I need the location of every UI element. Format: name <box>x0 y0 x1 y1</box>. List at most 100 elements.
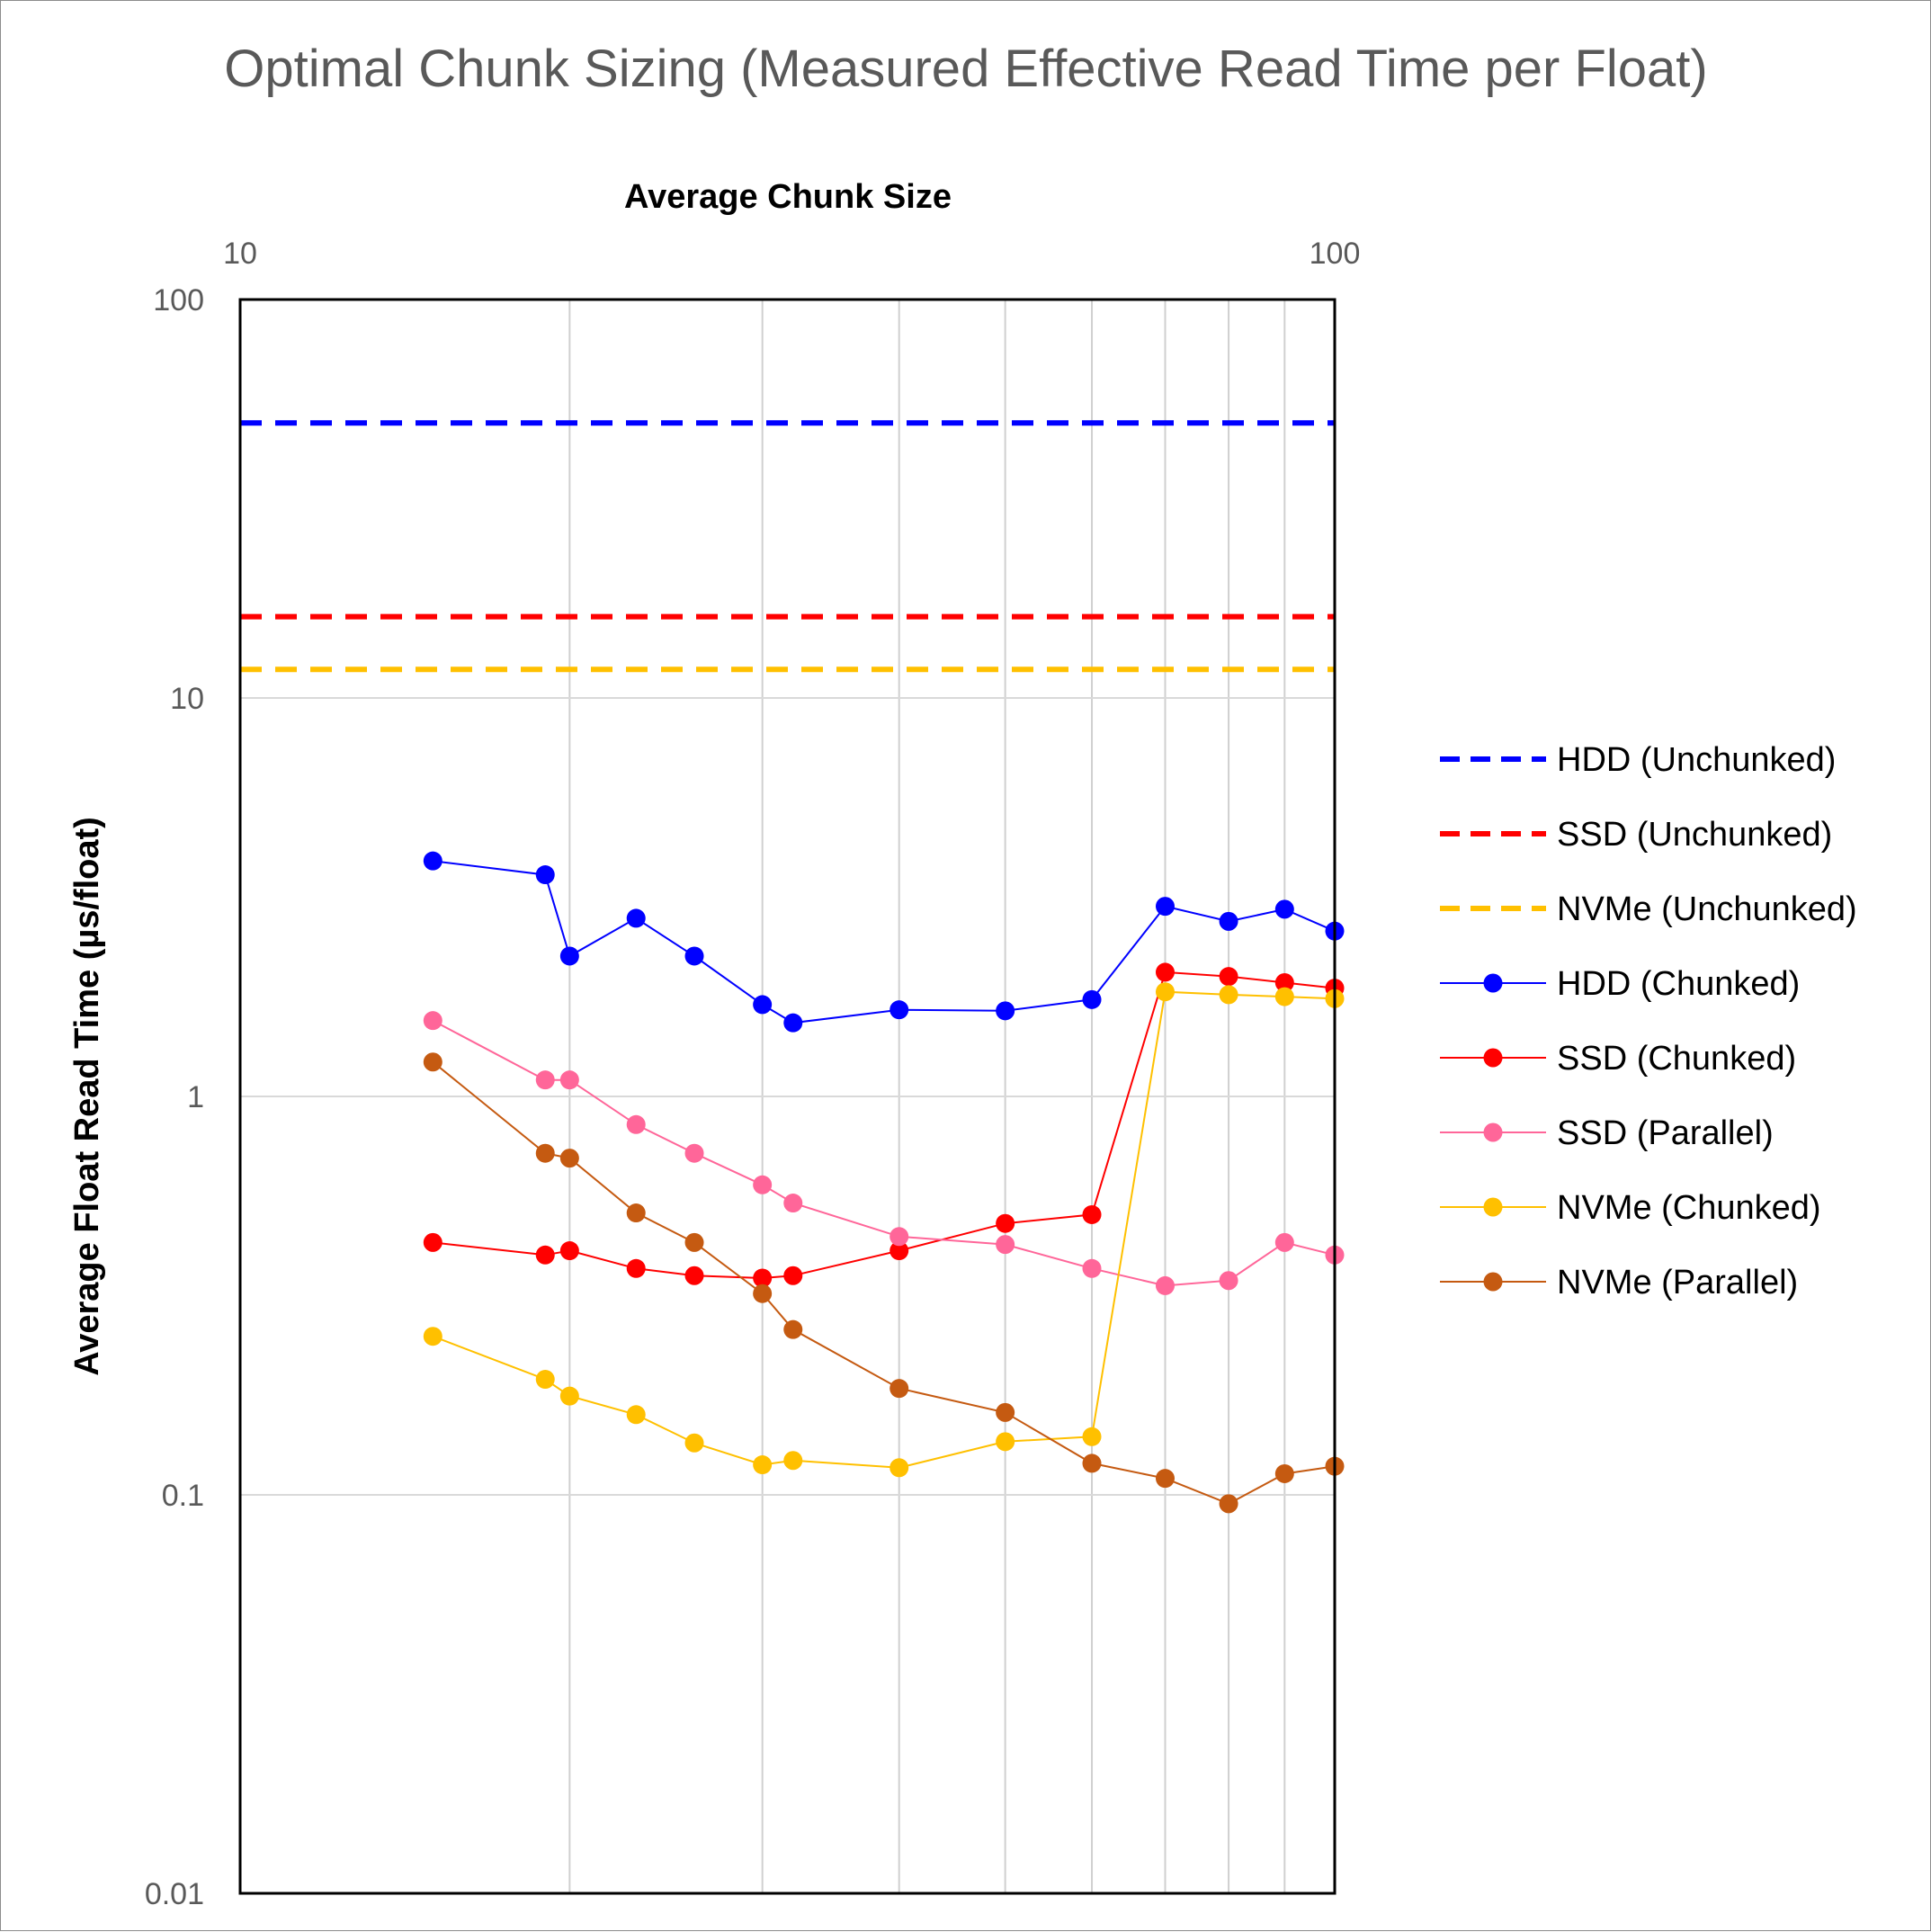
data-point <box>753 1268 773 1288</box>
data-point <box>535 1070 555 1090</box>
data-point <box>535 865 555 885</box>
data-point <box>783 1451 803 1471</box>
x-axis-title: Average Chunk Size <box>624 178 952 216</box>
series-line <box>433 860 1336 1024</box>
y-tick-labels: 100 10 1 0.1 0.01 <box>145 283 204 1911</box>
gridlines <box>240 300 1335 1893</box>
data-point <box>890 1379 909 1399</box>
data-point <box>423 851 443 871</box>
data-point <box>1082 1258 1102 1278</box>
data-point <box>1219 1494 1238 1514</box>
data-point <box>423 1011 443 1031</box>
data-point <box>1155 1275 1175 1295</box>
data-point <box>890 1458 909 1478</box>
legend-marker <box>1483 1272 1503 1292</box>
legend-item: SSD (Unchunked) <box>1440 816 1832 854</box>
data-point <box>684 1433 704 1453</box>
chart-title: Optimal Chunk Sizing (Measured Effective… <box>224 40 1707 98</box>
legend-label: NVMe (Parallel) <box>1557 1264 1798 1301</box>
data-point <box>559 1241 579 1261</box>
y-tick-label: 10 <box>170 682 204 716</box>
data-point <box>559 1149 579 1168</box>
data-point <box>1155 982 1175 1002</box>
legend-label: SSD (Chunked) <box>1557 1040 1796 1078</box>
data-point <box>1274 1463 1294 1483</box>
data-point <box>1082 989 1102 1009</box>
data-point <box>626 1203 646 1223</box>
x-tick-label-min: 10 <box>223 237 257 271</box>
data-point <box>1274 987 1294 1006</box>
data-point <box>535 1370 555 1390</box>
data-point <box>1155 897 1175 917</box>
legend-item: HDD (Unchunked) <box>1440 741 1836 779</box>
data-point <box>684 1143 704 1163</box>
data-point <box>626 1258 646 1278</box>
data-point <box>890 1241 909 1261</box>
series-line <box>432 1019 1336 1287</box>
legend-marker <box>1483 973 1503 993</box>
legend-item: NVMe (Chunked) <box>1440 1189 1821 1227</box>
data-point <box>753 1175 773 1194</box>
y-axis-title: Average Float Read Time (µs/float) <box>68 817 106 1376</box>
series-line <box>433 970 1336 1280</box>
data-point <box>1274 899 1294 919</box>
data-point <box>753 1284 773 1303</box>
data-point <box>535 1143 555 1163</box>
data-point <box>753 995 773 1015</box>
data-point <box>996 1432 1015 1452</box>
data-point <box>626 1114 646 1134</box>
data-point <box>559 1070 579 1090</box>
series-4 <box>423 962 1345 1288</box>
series-7 <box>423 1052 1345 1514</box>
data-point <box>783 1194 803 1213</box>
plot-series <box>240 420 1345 1514</box>
data-point <box>1082 1427 1102 1446</box>
data-point <box>783 1266 803 1285</box>
legend-item: NVMe (Parallel) <box>1440 1264 1798 1301</box>
data-point <box>890 1227 909 1247</box>
data-point <box>559 946 579 966</box>
data-point <box>1082 1453 1102 1473</box>
legend-marker <box>1483 1197 1503 1217</box>
series-3 <box>423 851 1345 1033</box>
legend-label: HDD (Chunked) <box>1557 965 1800 1003</box>
data-point <box>890 1000 909 1020</box>
plot-area-border <box>238 298 1337 1895</box>
data-point <box>783 1319 803 1339</box>
data-point <box>753 1455 773 1475</box>
data-point <box>684 1232 704 1252</box>
x-tick-label-max: 100 <box>1310 237 1361 271</box>
data-point <box>1155 1469 1175 1489</box>
legend-marker <box>1483 1048 1503 1068</box>
legend-marker <box>1483 1123 1503 1142</box>
data-point <box>1219 911 1238 931</box>
data-point <box>423 1327 443 1346</box>
legend-label: NVMe (Unchunked) <box>1557 890 1857 928</box>
data-point <box>996 1213 1015 1233</box>
legend-label: HDD (Unchunked) <box>1557 741 1836 779</box>
legend: HDD (Unchunked) SSD (Unchunked) NVMe (Unch… <box>1440 741 1857 1301</box>
data-point <box>996 1001 1015 1021</box>
data-point <box>1274 972 1294 992</box>
data-point <box>684 1266 704 1285</box>
series-line <box>432 990 1336 1469</box>
data-point <box>535 1245 555 1265</box>
y-tick-label: 0.1 <box>162 1479 204 1513</box>
data-point <box>1155 962 1175 982</box>
data-point <box>1274 1232 1294 1252</box>
data-point <box>1219 985 1238 1005</box>
y-tick-label: 0.01 <box>145 1877 204 1911</box>
data-point <box>783 1013 803 1033</box>
data-point <box>1082 1204 1102 1224</box>
legend-label: SSD (Parallel) <box>1557 1114 1774 1152</box>
y-tick-label: 100 <box>153 283 204 318</box>
data-point <box>423 1232 443 1252</box>
series-5 <box>423 1011 1345 1295</box>
legend-item: SSD (Chunked) <box>1440 1040 1796 1078</box>
legend-label: NVMe (Chunked) <box>1557 1189 1821 1227</box>
data-point <box>626 908 646 928</box>
data-point <box>684 946 704 966</box>
y-tick-label: 1 <box>187 1080 204 1114</box>
data-point <box>996 1402 1015 1422</box>
